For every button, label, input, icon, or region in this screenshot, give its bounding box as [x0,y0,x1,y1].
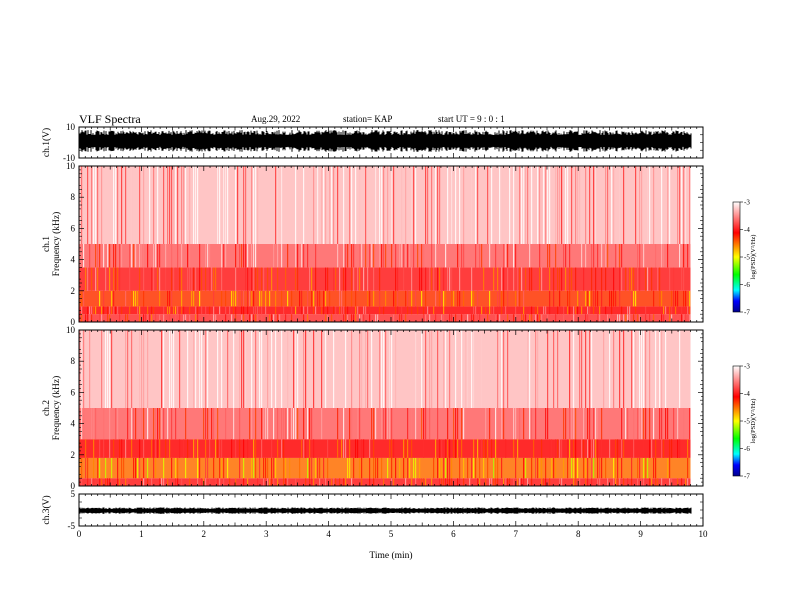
colorbar [732,365,741,477]
spectrogram-band [79,306,691,315]
colorbar-tick-label: -7 [744,309,750,317]
y-tick-label: 10 [66,325,76,335]
spectrogram-band [79,314,691,322]
x-tick-label: 9 [638,529,643,539]
spectrogram-ch1-spectrogram [79,166,691,322]
x-tick-label: 0 [77,529,82,539]
y-tick-label: -5 [68,521,76,531]
spectrogram-band [79,408,691,440]
x-tick-label: 7 [514,529,519,539]
colorbar-tick-label: -7 [744,473,750,481]
x-tick-label: 4 [326,529,331,539]
spectrogram-band [79,267,691,291]
x-tick-label: 3 [264,529,269,539]
y-axis-label: Frequency (kHz) [51,212,62,277]
y-axis-label: ch.1 [42,236,52,252]
spectrogram-band [79,330,691,408]
spectrogram-ch2-spectrogram [79,330,691,486]
y-axis-label: ch.2 [42,400,52,416]
spectrogram-band [79,166,691,244]
y-tick-label: 10 [66,161,76,171]
x-tick-label: 2 [202,529,207,539]
x-tick-label: 1 [139,529,144,539]
spectrogram-band [79,244,691,268]
y-tick-label: 5 [71,489,76,499]
colorbar-tick-label: -5 [744,418,750,426]
colorbar-tick-label: -5 [744,254,750,262]
colorbar-tick-label: -6 [744,445,750,453]
y-axis-label: ch.3(V) [41,495,52,524]
y-tick-label: 6 [71,223,76,233]
colorbar-tick-label: -3 [744,363,750,371]
x-tick-label: 5 [389,529,394,539]
y-axis-label: Frequency (kHz) [51,376,62,441]
y-tick-label: 0 [71,481,76,491]
y-tick-label: 8 [71,192,76,202]
colorbar-label: log(PSD)(V²/Hz) [750,235,757,280]
y-tick-label: 2 [71,450,76,460]
colorbar-tick-label: -4 [744,226,750,234]
y-tick-label: 10 [66,122,76,132]
spectrogram-band [79,439,691,458]
date-label: Aug.29, 2022 [251,114,301,124]
spectrogram-band [79,457,691,479]
x-tick-label: 8 [576,529,581,539]
y-tick-label: 0 [71,317,76,327]
spectrogram-band [79,478,691,486]
y-tick-label: 6 [71,387,76,397]
y-tick-label: 4 [71,255,76,265]
colorbar-tick-label: -3 [744,199,750,207]
x-tick-label: 10 [699,529,709,539]
start-time-label: start UT = 9 : 0 : 1 [438,114,505,124]
colorbar-label: log(PSD)(V²/Hz) [750,399,757,444]
x-tick-label: 6 [451,529,456,539]
chart-title: VLF Spectra [79,112,141,126]
colorbar-tick-label: -6 [744,281,750,289]
x-axis-label: Time (min) [369,550,412,561]
y-tick-label: -10 [63,153,75,163]
colorbar-tick-label: -4 [744,390,750,398]
station-label: station= KAP [343,114,393,124]
y-tick-label: 4 [71,419,76,429]
y-tick-label: 2 [71,286,76,296]
y-tick-label: 8 [71,356,76,366]
colorbar [732,201,741,313]
spectrogram-band [79,290,691,307]
y-axis-label: ch.1(V) [41,128,52,157]
